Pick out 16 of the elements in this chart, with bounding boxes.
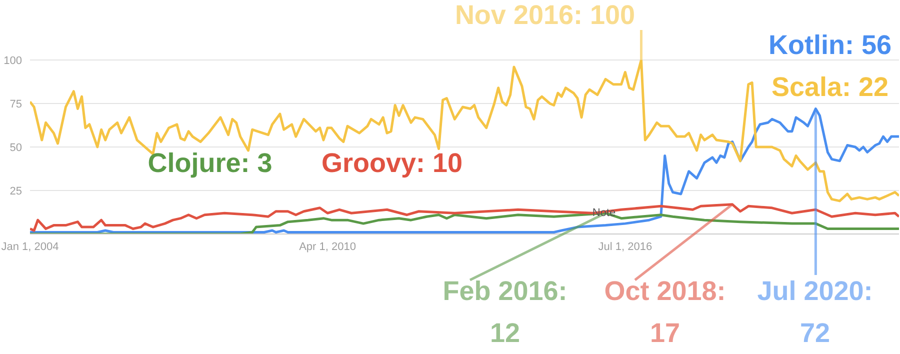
text: Kotlin: 56 <box>768 30 892 60</box>
annotation: Note <box>592 207 616 219</box>
x-tick-label: Apr 1, 2010 <box>299 240 356 253</box>
y-tick-label: 75 <box>10 98 22 110</box>
annotation: Oct 2018: 17 <box>604 276 726 348</box>
series-label: Groovy: 10 <box>321 148 463 178</box>
y-tick-label: 100 <box>4 54 22 67</box>
series-label: Clojure: 3 <box>148 148 272 178</box>
x-tick-label: Jul 1, 2016 <box>598 240 652 253</box>
y-tick-label: 50 <box>10 142 22 154</box>
annotation: Nov 2016: 100 <box>454 0 636 30</box>
x-tick-label: Jan 1, 2004 <box>1 240 59 253</box>
annotation: Jul 2020: 72 <box>757 276 873 348</box>
y-tick-label: 25 <box>10 185 22 198</box>
annotation: Feb 2016: 12 <box>442 276 568 348</box>
series-label: Scala: 22 <box>771 72 889 102</box>
